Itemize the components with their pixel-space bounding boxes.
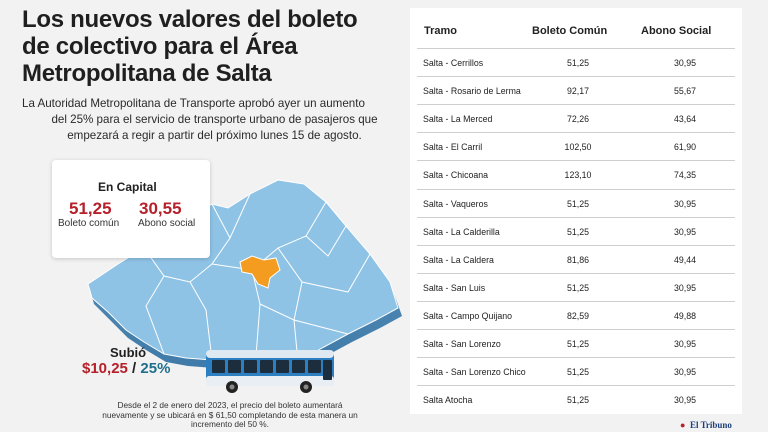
boleto-cell: 51,25 [566,226,589,237]
boleto-cell: 82,59 [566,310,589,321]
abono-social-value: 30,55 [139,199,182,218]
headline-line: Los nuevos valores del boleto [22,6,358,33]
footnote-line: nuevamente y se ubicará en $ 61,50 compl… [102,409,358,420]
boleto-comun-value: 51,25 [69,199,112,218]
tramo-cell: Salta - La Merced [423,114,493,125]
table-row: Salta - La Caldera 81,86 49,44 [417,244,735,273]
table-row: Salta - Rosario de Lerma 92,17 55,67 [417,76,735,104]
tramo-cell: Salta - Cerrillos [423,58,484,68]
table-row: Salta - Chicoana 123,10 74,35 [417,160,735,188]
tramo-cell: Salta Atocha [423,395,473,406]
abono-social-label: Abono social [138,218,196,229]
boleto-cell: 72,26 [566,114,589,125]
headline-line: de colectivo para el Área [22,33,298,60]
table-row: Salta - La Merced 72,26 43,64 [417,104,735,132]
footnote: Desde el 2 de enero del 2023, el precio … [60,400,400,430]
boleto-cell: 51,25 [566,339,589,349]
tramo-cell: Salta - Rosario de Lerma [423,86,521,97]
table-row: Salta - San Lorenzo 51,25 30,95 [417,329,735,357]
footnote-line: Desde el 2 de enero del 2023, el precio … [117,400,343,410]
boleto-cell: 123,10 [564,170,592,181]
lead-paragraph: La Autoridad Metropolitana de Transporte… [22,96,407,143]
headline: Los nuevos valores del boleto de colecti… [22,6,412,87]
boleto-cell: 51,25 [566,367,589,378]
brand-logo: El Tribuno [690,420,732,430]
lead-line: del 25% para el servicio de transporte u… [51,112,378,126]
brand-icon: ● [680,420,686,430]
salta-map-illustration [87,179,402,372]
table-row: Salta - Campo Quijano 82,59 49,88 [417,300,735,329]
tramo-cell: Salta - San Lorenzo Chico [423,367,526,378]
boleto-cell: 102,50 [564,142,592,153]
abono-cell: 74,35 [673,170,696,181]
abono-cell: 49,88 [673,310,696,321]
increase-amount: $10,25 [82,360,128,377]
increase-percent: 25% [140,360,171,377]
headline-line: Metropolitana de Salta [22,60,272,87]
header-abono-social: Abono Social [641,25,712,37]
boleto-cell: 92,17 [566,86,589,97]
table-row: Salta - El Carril 102,50 61,90 [417,132,735,160]
abono-cell: 43,64 [673,114,696,125]
abono-cell: 30,95 [673,198,696,209]
capital-label: En Capital [98,180,157,194]
capital-card: En Capital 51,25 Boleto común 30,55 Abon… [52,160,210,258]
abono-cell: 30,95 [673,339,696,349]
abono-cell: 55,67 [673,86,696,97]
abono-cell: 49,44 [673,254,696,265]
boleto-cell: 51,25 [566,198,589,209]
capital-highlight [239,255,281,289]
header-boleto-comun: Boleto Común [532,25,608,37]
map-borders [143,193,371,363]
abono-cell: 30,95 [673,58,696,68]
lead-line: La Autoridad Metropolitana de Transporte… [22,97,365,110]
boleto-cell: 81,86 [566,254,589,265]
abono-cell: 30,95 [673,282,696,293]
tramo-cell: Salta - La Calderilla [423,226,500,237]
tramo-cell: Salta - San Lorenzo [423,339,501,349]
abono-cell: 30,95 [673,367,696,378]
tramo-cell: Salta - Chicoana [423,170,489,181]
tramo-cell: Salta - El Carril [423,142,483,153]
table-row: Salta - San Luis 51,25 30,95 [417,272,735,301]
footnote-line: incremento del 50 %. [191,419,269,430]
tramo-cell: Salta - Vaqueros [423,198,488,209]
abono-cell: 30,95 [673,226,696,237]
increase-separator: / [127,360,141,377]
table-row: Salta Atocha 51,25 30,95 [417,385,735,413]
table-row: Salta - La Calderilla 51,25 30,95 [417,216,735,245]
table-row: Salta - Vaqueros 51,25 30,95 [417,188,735,217]
table-row: Salta - San Lorenzo Chico 51,25 30,95 [417,357,735,385]
bus-illustration [206,350,334,393]
tramo-cell: Salta - La Caldera [423,254,494,265]
abono-cell: 30,95 [673,395,696,406]
abono-cell: 61,90 [673,142,696,153]
tramo-cell: Salta - San Luis [423,282,486,293]
fares-table: Tramo Boleto Común Abono Social Salta - … [410,8,742,414]
table-row: Salta - Cerrillos 51,25 30,95 [417,48,735,76]
increase-label: Subió [110,345,147,360]
boleto-cell: 51,25 [566,282,589,293]
boleto-comun-label: Boleto común [58,218,120,229]
tramo-cell: Salta - Campo Quijano [423,310,512,321]
lead-line: empezará a regir a partir del próximo lu… [67,128,362,142]
boleto-cell: 51,25 [566,58,589,68]
header-tramo: Tramo [424,25,458,37]
increase-values: $10,25 / 25% [82,360,170,377]
boleto-cell: 51,25 [566,395,589,406]
